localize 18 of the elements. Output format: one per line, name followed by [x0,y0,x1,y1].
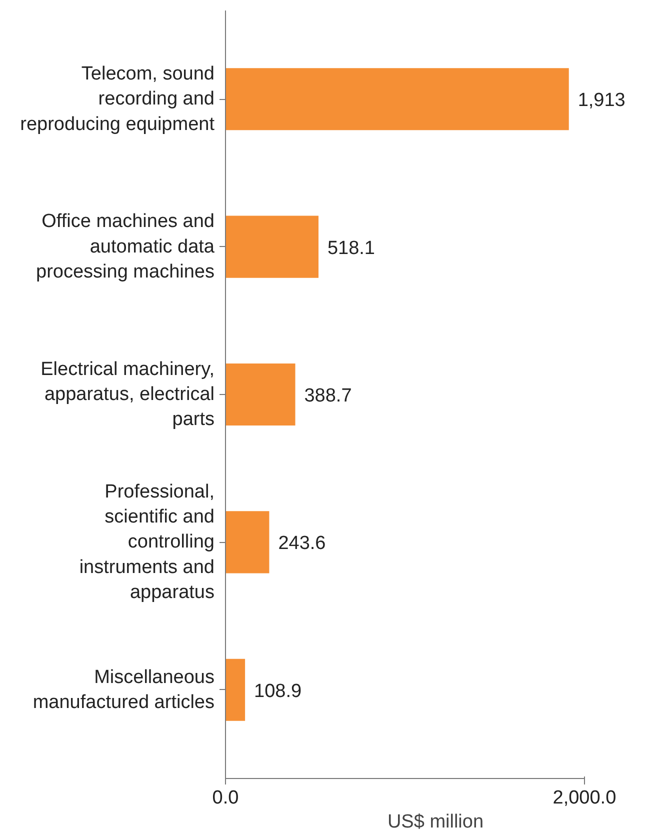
data-label: 1,913 [578,90,626,112]
bar [226,511,270,574]
data-label: 108.9 [254,680,302,702]
y-tick-label: Electrical machinery, apparatus, electrical parts [40,358,215,430]
y-tick-label: Professional, scientific and controlling instruments and apparatus [79,481,215,604]
bar [226,68,569,130]
bar [226,216,318,278]
bar [226,363,296,426]
y-tick-label: Miscellaneous manufactured articles [32,666,215,713]
x-axis-title: US$ million [387,812,484,832]
x-tick-label: 2,000.0 [552,788,616,808]
data-label: 243.6 [278,533,326,554]
bar [226,658,246,721]
y-tick-label: Telecom, sound recording and reproducing equipment [20,63,216,135]
x-tick-label: 0.0 [212,788,239,808]
data-label: 518.1 [327,238,376,259]
data-label: 388.7 [304,386,352,406]
y-tick-label: Office machines and automatic data processing machines [36,211,215,283]
